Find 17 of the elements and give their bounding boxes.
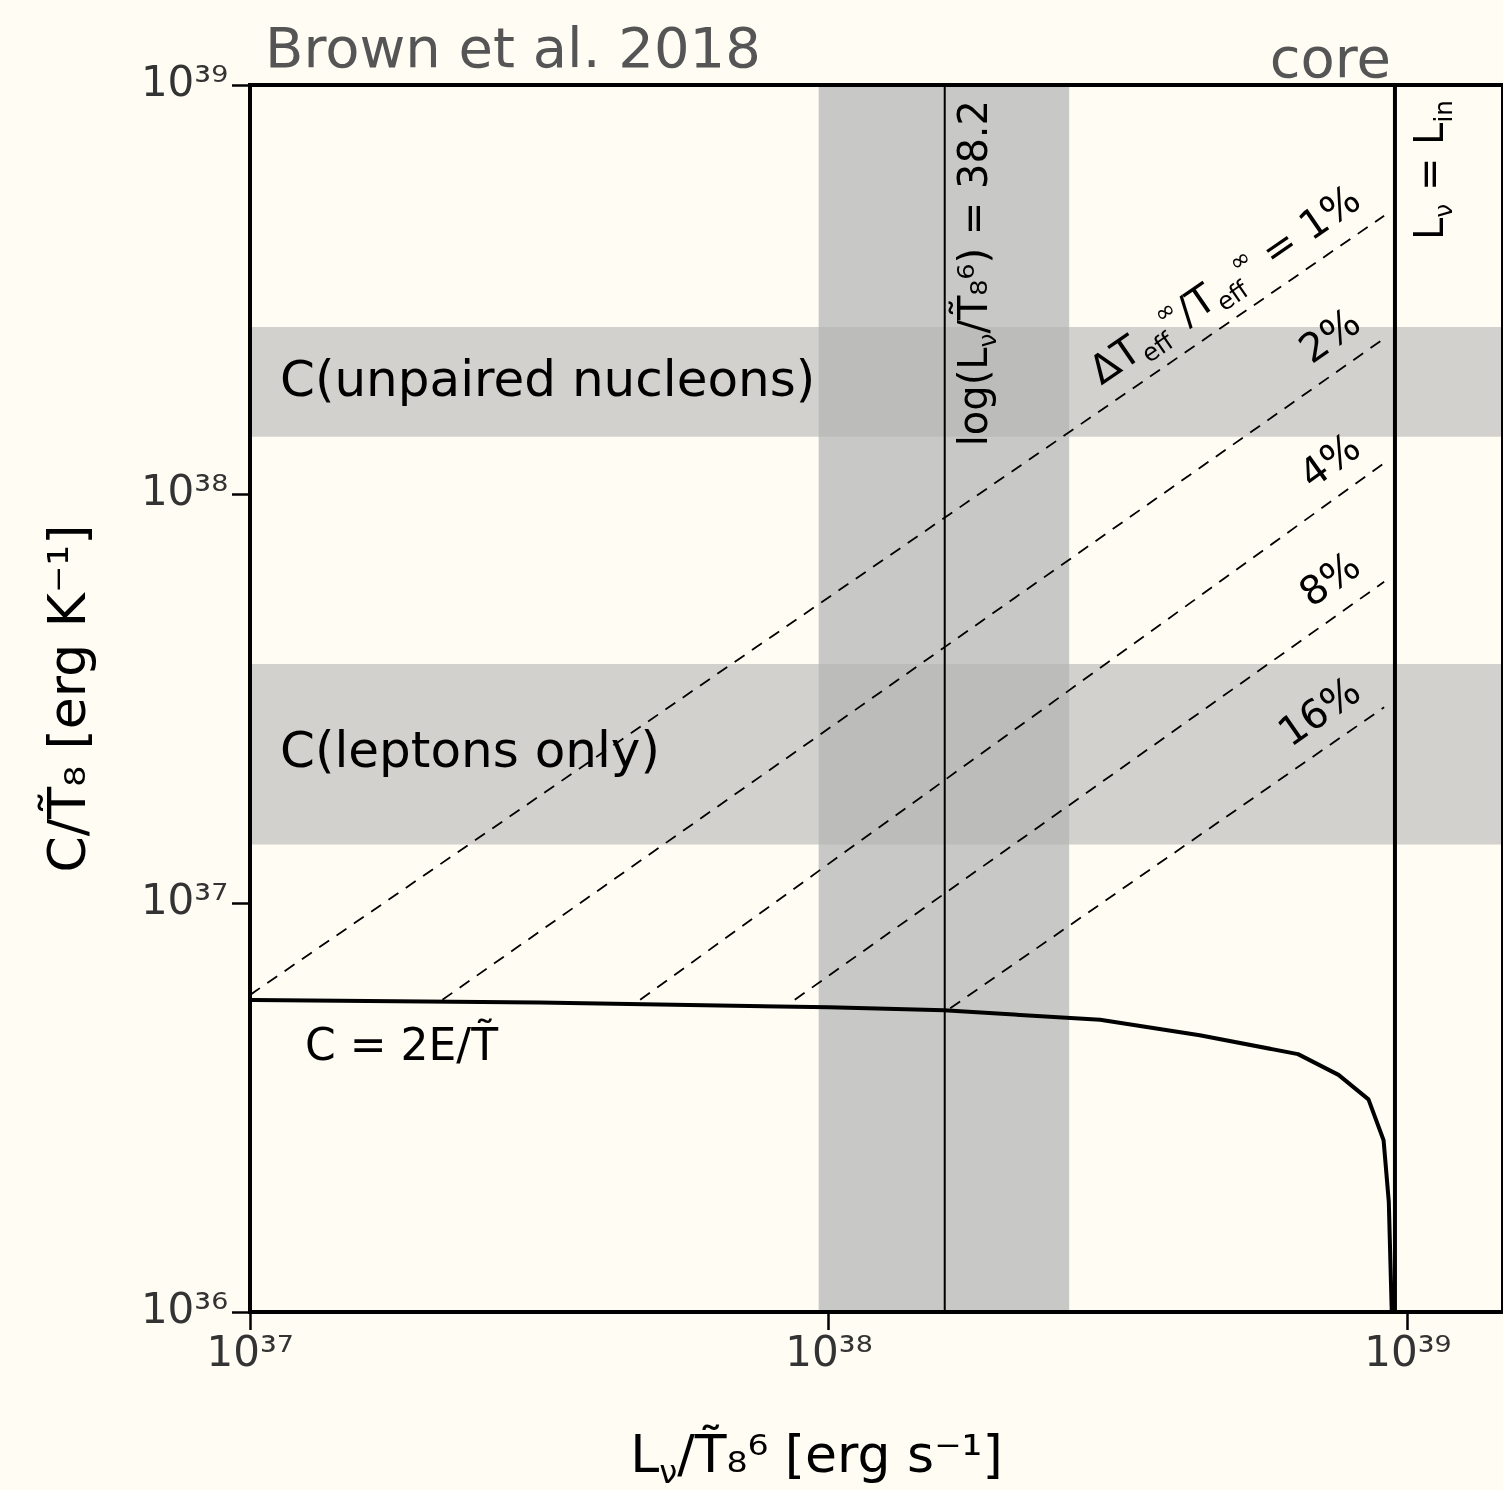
text: 8%	[1290, 541, 1369, 616]
annotation: core	[1269, 25, 1391, 90]
y-tick-label: 10³⁸	[140, 465, 228, 515]
y-tick-label: 10³⁷	[140, 874, 228, 924]
x-tick-label: 10³⁹	[1364, 1326, 1452, 1376]
band-label: C(unpaired nucleons)	[280, 349, 816, 408]
y-tick-label: 10³⁹	[140, 56, 228, 106]
annotation: log(Lν/T̃₈⁶) = 38.2	[948, 100, 1002, 447]
series-label: C = 2E/T̃	[305, 1018, 499, 1071]
text: 2%	[1290, 298, 1369, 373]
ref-line-label: Lν = Lin	[1405, 100, 1458, 240]
band-label: C(leptons only)	[280, 720, 660, 779]
text: 4%	[1290, 422, 1369, 498]
x-tick-label: 10³⁸	[785, 1326, 873, 1376]
y-axis-title: C/T̃₈ [erg K⁻¹]	[36, 524, 97, 873]
text: Brown et al. 2018	[265, 15, 761, 80]
text: 16%	[1269, 666, 1369, 756]
